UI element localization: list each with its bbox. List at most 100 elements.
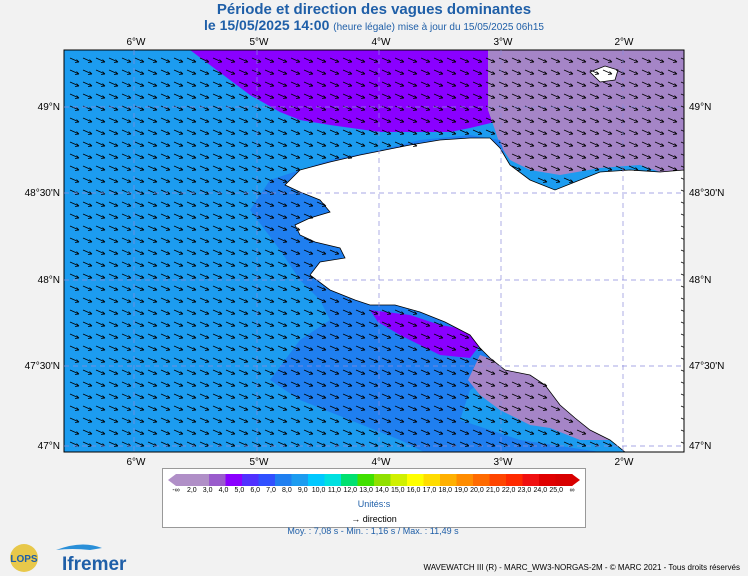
direction-arrow: [82, 297, 93, 303]
direction-arrow: [238, 393, 249, 399]
direction-arrow: [602, 57, 613, 63]
colorbar-swatch: [522, 474, 540, 486]
direction-arrow: [186, 177, 197, 183]
lops-logo-badge: [10, 544, 38, 572]
south-channel-zone: [468, 355, 610, 440]
direction-arrow: [394, 321, 405, 327]
direction-arrow: [485, 429, 496, 435]
direction-arrow: [628, 81, 639, 87]
direction-arrow: [69, 153, 80, 159]
direction-arrow: [290, 309, 301, 315]
direction-arrow: [316, 93, 327, 99]
direction-arrow: [108, 369, 119, 375]
direction-arrow: [95, 225, 106, 231]
direction-arrow: [108, 117, 119, 123]
direction-arrow: [69, 117, 80, 123]
direction-arrow: [667, 129, 678, 135]
direction-arrow: [69, 93, 80, 99]
lat-label-right-0: 49°N: [689, 102, 711, 113]
direction-arrow: [238, 153, 249, 159]
direction-arrow: [82, 393, 93, 399]
direction-arrow: [212, 225, 223, 231]
direction-arrow: [368, 117, 379, 123]
direction-arrow: [290, 81, 301, 87]
direction-arrow: [654, 105, 665, 111]
direction-arrow: [82, 117, 93, 123]
direction-arrow: [212, 201, 223, 207]
direction-arrow: [394, 333, 405, 339]
direction-arrow: [472, 69, 483, 75]
direction-arrow: [264, 285, 275, 291]
direction-arrow: [290, 429, 301, 435]
direction-arrow: [472, 405, 483, 411]
direction-arrow: [654, 93, 665, 99]
direction-arrow: [134, 429, 145, 435]
direction-arrow: [147, 249, 158, 255]
direction-arrow: [238, 405, 249, 411]
direction-arrow: [290, 213, 301, 219]
direction-arrow: [264, 93, 275, 99]
direction-arrow: [394, 381, 405, 387]
direction-arrow: [537, 105, 548, 111]
direction-arrow: [394, 69, 405, 75]
direction-arrow: [108, 441, 119, 447]
direction-arrow: [537, 57, 548, 63]
direction-arrow: [303, 237, 314, 243]
direction-arrow: [186, 381, 197, 387]
direction-arrow: [524, 165, 535, 171]
direction-arrow: [160, 309, 171, 315]
direction-arrow: [199, 345, 210, 351]
direction-arrow: [147, 369, 158, 375]
lat-label-left-2: 48°N: [38, 275, 60, 286]
direction-arrow: [680, 105, 684, 108]
colorbar-low-arrow: [168, 474, 176, 486]
colorbar-swatch: [324, 474, 342, 486]
direction-arrow: [329, 117, 340, 123]
direction-arrow: [199, 249, 210, 255]
direction-arrow: [368, 417, 379, 423]
colorbar-swatch: [473, 474, 490, 486]
direction-arrow: [420, 81, 431, 87]
direction-arrow: [199, 273, 210, 279]
direction-arrow: [641, 117, 652, 123]
direction-arrow: [381, 81, 392, 87]
direction-arrow: [251, 141, 262, 147]
direction-arrow: [186, 309, 197, 315]
direction-arrow: [225, 201, 236, 207]
direction-arrow: [121, 129, 132, 135]
graticule: [64, 50, 684, 452]
direction-arrow: [173, 417, 184, 423]
colorbar-swatch: [374, 474, 391, 486]
map-title: Période et direction des vagues dominant…: [216, 1, 532, 18]
direction-arrow: [121, 357, 132, 363]
direction-arrow: [225, 237, 236, 243]
direction-arrow: [303, 285, 314, 291]
direction-arrow: [264, 333, 275, 339]
direction-arrow: [277, 225, 288, 231]
direction-arrow: [147, 93, 158, 99]
direction-arrow: [160, 429, 171, 435]
direction-arrow: [316, 249, 327, 255]
direction-arrow: [134, 57, 145, 63]
direction-arrow: [134, 69, 145, 75]
direction-arrow: [303, 297, 314, 303]
direction-arrow: [355, 57, 366, 63]
direction-arrow: [342, 369, 353, 375]
direction-arrow: [433, 69, 444, 75]
direction-arrow: [511, 381, 522, 387]
direction-arrow: [485, 441, 496, 447]
direction-arrow: [225, 429, 236, 435]
lat-label-left-4: 47°N: [38, 441, 60, 452]
direction-arrow: [173, 309, 184, 315]
direction-arrow: [108, 69, 119, 75]
direction-arrow: [82, 321, 93, 327]
direction-arrow: [329, 105, 340, 111]
direction-arrow: [563, 177, 574, 183]
direction-arrow: [121, 165, 132, 171]
direction-arrow: [667, 141, 678, 147]
direction-arrow: [290, 333, 301, 339]
direction-arrow: [407, 93, 418, 99]
direction-arrow: [134, 357, 145, 363]
direction-arrow: [134, 141, 145, 147]
direction-arrow: [147, 417, 158, 423]
